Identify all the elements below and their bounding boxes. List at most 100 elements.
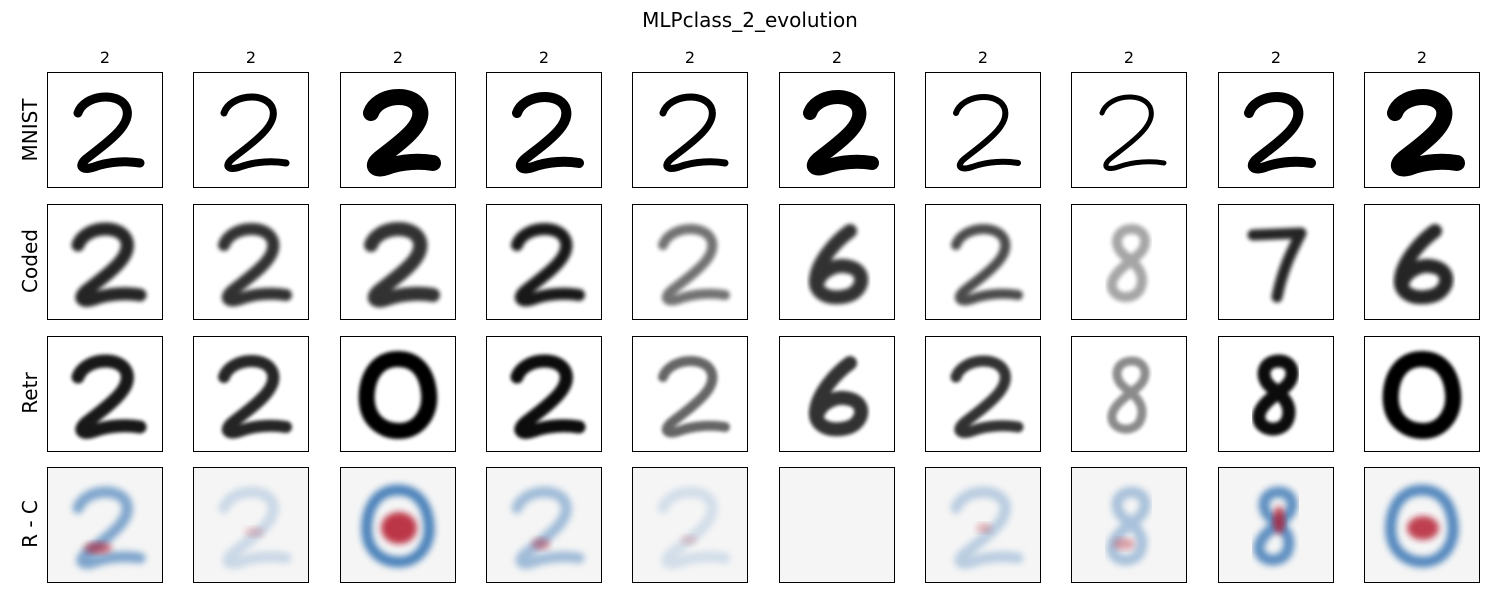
negative-region	[72, 486, 146, 569]
digit-2-image	[950, 355, 1024, 438]
digit-2-image	[364, 222, 440, 308]
digit-2-image	[1387, 89, 1465, 177]
positive-region	[84, 542, 112, 554]
digit-panel-r1-c8	[1071, 72, 1187, 188]
digit-panel-r3-c2	[193, 336, 309, 452]
digit-2-image	[71, 354, 147, 439]
digit-stroke	[950, 355, 1024, 438]
digit-7-image	[1247, 227, 1307, 303]
diff-blank-image	[780, 468, 894, 582]
digit-stroke	[512, 92, 584, 174]
digit-6-image	[808, 224, 869, 305]
diff-map-image	[1253, 486, 1298, 566]
column-label-3: 2	[392, 48, 404, 67]
diff-map-image	[1385, 484, 1459, 568]
digit-8-image	[1106, 224, 1151, 302]
digit-2-image	[658, 356, 730, 438]
digit-8-image	[1107, 356, 1150, 434]
digit-panel-r1-c1	[47, 72, 163, 188]
digit-panel-r1-c7	[925, 72, 1041, 188]
positive-region	[1273, 506, 1285, 534]
digit-stroke	[803, 90, 879, 176]
digit-panel-r3-c1	[47, 336, 163, 452]
digit-2-image	[951, 224, 1023, 306]
digit-stroke	[808, 224, 869, 305]
digit-stroke	[951, 224, 1023, 306]
digit-stroke	[218, 223, 292, 307]
digit-panel-r1-c6	[779, 72, 895, 188]
negative-region	[361, 484, 435, 568]
digit-panel-r3-c4	[486, 336, 602, 452]
digit-panel-r3-c8	[1071, 336, 1187, 452]
digit-stroke	[1099, 94, 1167, 171]
column-label-7: 2	[977, 48, 989, 67]
digit-6-image	[808, 356, 869, 437]
digit-panel-r1-c3	[340, 72, 456, 188]
negative-region	[1253, 486, 1298, 566]
digit-stroke	[1387, 89, 1465, 177]
diff-map-image	[218, 486, 292, 569]
negative-region	[657, 486, 731, 569]
digit-stroke	[1244, 92, 1316, 174]
diff-panel-r4-c10	[1364, 467, 1480, 583]
column-label-5: 2	[684, 48, 696, 67]
digit-2-image	[71, 222, 147, 307]
digit-stroke	[71, 222, 147, 307]
digit-2-image	[803, 90, 879, 176]
digit-panel-r2-c5	[632, 204, 748, 320]
diff-map-image	[511, 486, 585, 569]
digit-2-image	[658, 224, 730, 306]
digit-stroke	[1107, 356, 1150, 434]
positive-region	[381, 512, 417, 544]
digit-panel-r2-c10	[1364, 204, 1480, 320]
digit-stroke	[510, 354, 586, 439]
digit-panel-r2-c1	[47, 204, 163, 320]
digit-2-image	[218, 355, 292, 439]
positive-region	[681, 535, 697, 545]
diff-map-image	[361, 484, 435, 568]
digit-panel-r2-c4	[486, 204, 602, 320]
digit-2-image	[218, 223, 292, 307]
digit-panel-r1-c5	[632, 72, 748, 188]
digit-stroke	[1382, 351, 1462, 439]
diff-panel-r4-c9	[1218, 467, 1334, 583]
column-label-9: 2	[1270, 48, 1282, 67]
column-label-4: 2	[538, 48, 550, 67]
digit-2-image	[73, 92, 145, 173]
negative-region	[1106, 486, 1151, 566]
digit-stroke	[218, 355, 292, 439]
diff-panel-r4-c6	[779, 467, 895, 583]
digit-stroke	[71, 354, 147, 439]
digit-panel-r2-c3	[340, 204, 456, 320]
diff-panel-r4-c2	[193, 467, 309, 583]
negative-region	[218, 486, 292, 569]
digit-2-image	[510, 354, 586, 439]
digit-panel-r2-c8	[1071, 204, 1187, 320]
negative-region	[1385, 484, 1459, 568]
digit-stroke	[658, 224, 730, 306]
positive-region	[976, 523, 992, 533]
digit-stroke	[953, 93, 1021, 172]
negative-region	[950, 486, 1024, 569]
figure-title: MLPclass_2_evolution	[642, 8, 858, 32]
column-label-6: 2	[831, 48, 843, 67]
digit-panel-r1-c10	[1364, 72, 1480, 188]
digit-stroke	[1252, 354, 1299, 436]
digit-2-image	[1244, 92, 1316, 174]
digit-panel-r1-c2	[193, 72, 309, 188]
positive-region	[1407, 516, 1439, 540]
digit-panel-r2-c6	[779, 204, 895, 320]
digit-2-image	[1099, 94, 1167, 171]
digit-2-image	[220, 93, 290, 172]
digit-panel-r3-c9	[1218, 336, 1334, 452]
column-label-2: 2	[245, 48, 257, 67]
diff-panel-r4-c4	[486, 467, 602, 583]
digit-panel-r2-c9	[1218, 204, 1334, 320]
digit-panel-r3-c10	[1364, 336, 1480, 452]
diff-panel-r4-c5	[632, 467, 748, 583]
digit-stroke	[1247, 227, 1307, 303]
digit-stroke	[658, 356, 730, 438]
digit-panel-r1-c4	[486, 72, 602, 188]
column-label-10: 2	[1416, 48, 1428, 67]
